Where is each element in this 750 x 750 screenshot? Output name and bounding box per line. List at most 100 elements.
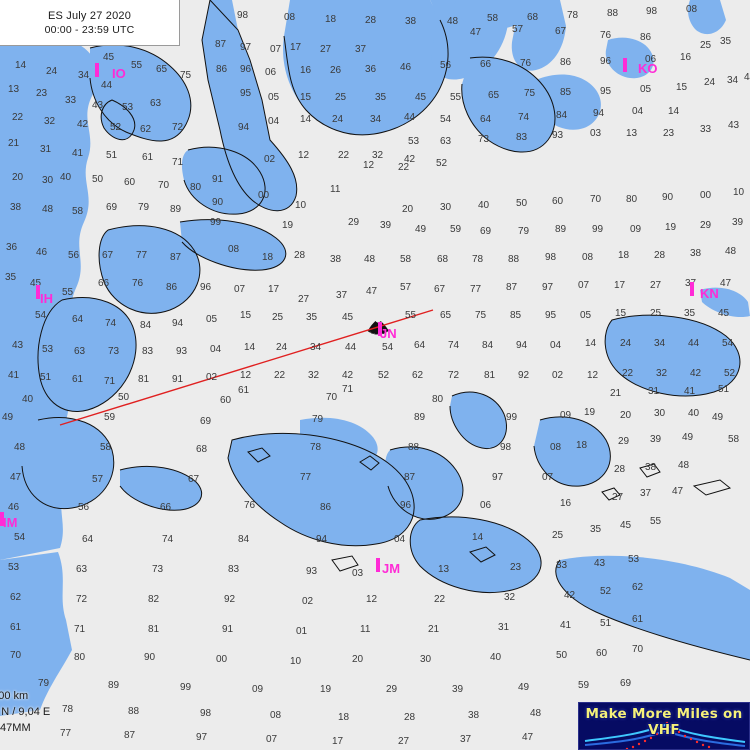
grid-square-label: 12 bbox=[240, 370, 252, 381]
grid-square-label: 41 bbox=[8, 370, 20, 381]
grid-square-label: 29 bbox=[700, 220, 712, 231]
grid-square-label: 48 bbox=[530, 708, 542, 719]
grid-square-label: 17 bbox=[290, 42, 302, 53]
grid-square-label: 79 bbox=[518, 226, 530, 237]
grid-square-label: 50 bbox=[556, 650, 568, 661]
grid-square-label: 65 bbox=[440, 310, 452, 321]
grid-square-label: 87 bbox=[506, 282, 518, 293]
grid-square-label: 48 bbox=[678, 460, 690, 471]
grid-square-label: 55 bbox=[450, 92, 462, 103]
grid-square-label: 13 bbox=[626, 128, 638, 139]
grid-square-label: 92 bbox=[518, 370, 530, 381]
grid-square-label: 61 bbox=[632, 614, 644, 625]
grid-square-label: 10 bbox=[733, 187, 745, 198]
grid-square-label: 38 bbox=[405, 16, 417, 27]
grid-square-labels: 38 98 08 18 28 38 48 58 68 78 88 98 08 47 57 67 76 86 14 24… bbox=[2, 4, 750, 747]
grid-square-label: 37 bbox=[355, 44, 367, 55]
grid-square-label: 83 bbox=[516, 132, 528, 143]
grid-square-label: 68 bbox=[196, 444, 208, 455]
grid-square-label: 61 bbox=[10, 622, 22, 633]
grid-square-label: 55 bbox=[405, 310, 417, 321]
grid-square-label: 63 bbox=[150, 98, 162, 109]
grid-square-label: 85 bbox=[560, 87, 572, 98]
grid-square-label: 33 bbox=[556, 560, 568, 571]
grid-square-label: 70 bbox=[158, 180, 170, 191]
grid-square-label: 86 bbox=[640, 32, 652, 43]
grid-square-label: 04 bbox=[210, 344, 222, 355]
grid-square-label: 30 bbox=[440, 202, 452, 213]
field-marker-jn: JN bbox=[380, 326, 397, 341]
grid-square-label: 43 bbox=[594, 558, 606, 569]
grid-square-label: 24 bbox=[46, 66, 58, 77]
grid-square-label: 73 bbox=[478, 134, 490, 145]
grid-square-label: 52 bbox=[436, 158, 448, 169]
grid-square-label: 15 bbox=[676, 82, 688, 93]
grid-square-label: 81 bbox=[148, 624, 160, 635]
grid-square-label: 80 bbox=[626, 194, 638, 205]
grid-square-label: 55 bbox=[650, 516, 662, 527]
grid-square-label: 25 bbox=[552, 530, 564, 541]
grid-square-label: 23 bbox=[663, 128, 675, 139]
grid-square-label: 41 bbox=[72, 148, 84, 159]
grid-square-label: 84 bbox=[238, 534, 250, 545]
grid-square-label: 58 bbox=[487, 13, 499, 24]
grid-square-label: 31 bbox=[40, 144, 52, 155]
grid-square-label: 54 bbox=[35, 310, 47, 321]
grid-square-label: 67 bbox=[188, 474, 200, 485]
grid-square-label: 30 bbox=[654, 408, 666, 419]
grid-square-label: 41 bbox=[560, 620, 572, 631]
grid-square-label: 08 bbox=[686, 4, 698, 15]
grid-square-label: 87 bbox=[124, 730, 136, 741]
grid-square-label: 61 bbox=[142, 152, 154, 163]
grid-square-label: 80 bbox=[74, 652, 86, 663]
grid-square-label: 42 bbox=[404, 154, 416, 165]
grid-square-label: 23 bbox=[510, 562, 522, 573]
grid-square-label: 83 bbox=[228, 564, 240, 575]
grid-square-label: 77 bbox=[300, 472, 312, 483]
grid-square-label: 88 bbox=[607, 8, 619, 19]
grid-square-label: 14 bbox=[244, 342, 256, 353]
grid-square-label: 40 bbox=[478, 200, 490, 211]
grid-square-label: 40 bbox=[60, 172, 72, 183]
grid-square-label: 02 bbox=[264, 154, 276, 165]
grid-square-label: 62 bbox=[10, 592, 22, 603]
grid-square-label: 55 bbox=[131, 60, 143, 71]
grid-square-label: 27 bbox=[298, 294, 310, 305]
grid-square-label: 87 bbox=[404, 472, 416, 483]
vhf-banner[interactable]: Make More Miles on VHF bbox=[578, 702, 750, 750]
grid-square-label: 60 bbox=[220, 395, 232, 406]
grid-square-label: 96 bbox=[600, 56, 612, 67]
grid-square-label: 07 bbox=[266, 734, 278, 745]
grid-square-label: 32 bbox=[656, 368, 668, 379]
propagation-path-line bbox=[59, 309, 434, 426]
grid-square-label: 44 bbox=[688, 338, 700, 349]
grid-square-label: 20 bbox=[12, 172, 24, 183]
center-coordinates: 52 N / 9,04 E bbox=[0, 706, 51, 718]
grid-square-label: 42 bbox=[342, 370, 354, 381]
grid-square-label: 14 bbox=[585, 338, 597, 349]
grid-square-label: 02 bbox=[206, 372, 218, 383]
grid-square-label: 18 bbox=[618, 250, 630, 261]
grid-square-label: 49 bbox=[518, 682, 530, 693]
grid-square-label: 02 bbox=[302, 596, 314, 607]
grid-square-label: 88 bbox=[408, 442, 420, 453]
grid-square-label: 77 bbox=[136, 250, 148, 261]
grid-square-label: 67 bbox=[102, 250, 114, 261]
grid-square-label: 16 bbox=[560, 498, 572, 509]
grid-square-label: 63 bbox=[74, 346, 86, 357]
grid-square-label: 45 bbox=[342, 312, 354, 323]
grid-square-label: 36 bbox=[365, 64, 377, 75]
marker-tick bbox=[36, 285, 40, 299]
grid-square-label: 70 bbox=[590, 194, 602, 205]
grid-square-label: 76 bbox=[244, 500, 256, 511]
title-card: ES July 27 2020 00:00 - 23:59 UTC bbox=[0, 0, 180, 46]
grid-square-label: 51 bbox=[106, 150, 118, 161]
grid-square-label: 27 bbox=[612, 492, 624, 503]
field-marker-jm: JM bbox=[382, 561, 400, 576]
grid-square-label: 71 bbox=[342, 384, 354, 395]
grid-square-label: 25 bbox=[335, 92, 347, 103]
grid-square-label: 57 bbox=[400, 282, 412, 293]
grid-square-label: 91 bbox=[212, 174, 224, 185]
grid-square-label: 31 bbox=[648, 386, 660, 397]
